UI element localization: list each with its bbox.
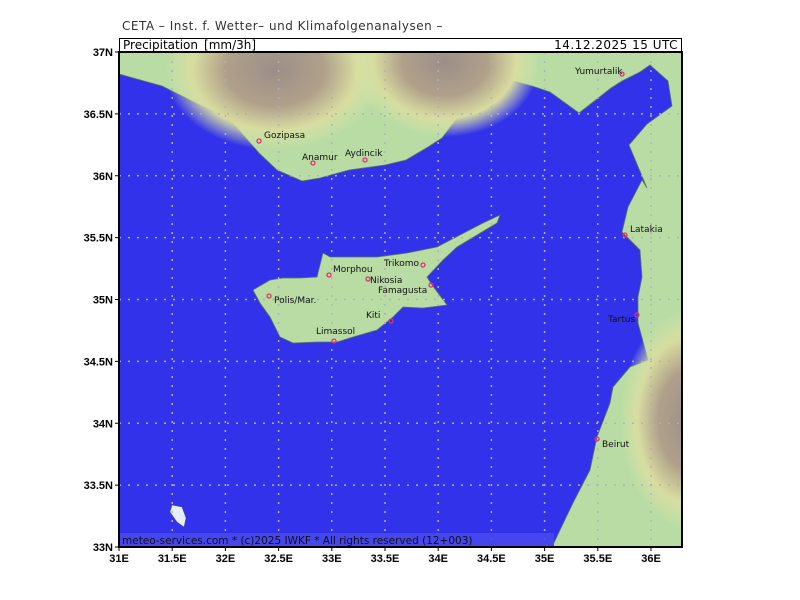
copyright-text: meteo-services.com * (c)2025 IWKF * All … [122, 535, 473, 547]
footer-band [119, 533, 554, 547]
city-label: Nikosia [370, 276, 402, 286]
lat-label: 36.5N [84, 109, 113, 121]
lat-label: 37N [93, 47, 113, 59]
city-marker [594, 436, 600, 442]
city-marker [310, 160, 316, 166]
city-marker [362, 157, 368, 163]
lat-label: 34.5N [84, 356, 113, 368]
island [169, 504, 187, 528]
lon-label: 35E [535, 553, 555, 565]
city-label: Morphou [333, 265, 373, 275]
lon-label: 31.5E [158, 553, 187, 565]
lat-label: 34N [93, 418, 113, 430]
cyprus [252, 214, 501, 344]
city-label: Trikomo [383, 259, 420, 269]
map-header: Precipitation_[mm/3h] 14.12.2025 15 UTC [119, 38, 682, 53]
grid-lines [119, 52, 682, 547]
city-label: Famagusta [378, 286, 427, 296]
city-marker [428, 282, 434, 288]
terrain [165, 52, 682, 530]
parameter-label: Precipitation_[mm/3h] [123, 38, 257, 52]
lat-label: 33.5N [84, 480, 113, 492]
lat-label: 33N [93, 542, 113, 554]
lat-label: 36N [93, 171, 113, 183]
city-label: Yumurtalik [574, 67, 623, 77]
city-marker [619, 71, 625, 77]
lon-label: 36E [641, 553, 661, 565]
city-label: Kiti [366, 311, 380, 321]
city-marker [326, 272, 332, 278]
city-label: Aydincik [345, 149, 383, 159]
city-label: Beirut [602, 440, 630, 450]
lon-label: 32E [216, 553, 236, 565]
city-marker [256, 138, 262, 144]
lon-label: 32.5E [264, 553, 293, 565]
city-label: Latakia [630, 225, 663, 235]
lon-label: 35.5E [583, 553, 612, 565]
city-marker [622, 232, 628, 238]
lon-label: 31E [109, 553, 129, 565]
city-label: Limassol [316, 327, 355, 337]
city-marker [331, 338, 337, 344]
city-label: Anamur [302, 153, 338, 163]
lat-label: 35.5N [84, 233, 113, 245]
city-label: Gozipasa [264, 131, 305, 141]
city-label: Polis/Mar. [274, 296, 316, 306]
city-marker [420, 262, 426, 268]
city-marker [634, 312, 640, 318]
lon-label: 33E [322, 553, 342, 565]
datetime-label: 14.12.2025 15 UTC [554, 38, 678, 52]
lon-label: 33.5E [371, 553, 400, 565]
lon-label: 34.5E [477, 553, 506, 565]
city-marker [388, 318, 394, 324]
lat-label: 35N [93, 295, 113, 307]
city-label: Tartus [607, 315, 635, 325]
mainland [119, 52, 682, 547]
city-marker [365, 276, 371, 282]
lon-label: 34E [428, 553, 448, 565]
organization-title: CETA – Inst. f. Wetter– und Klimafolgena… [122, 19, 444, 33]
city-marker [266, 293, 272, 299]
